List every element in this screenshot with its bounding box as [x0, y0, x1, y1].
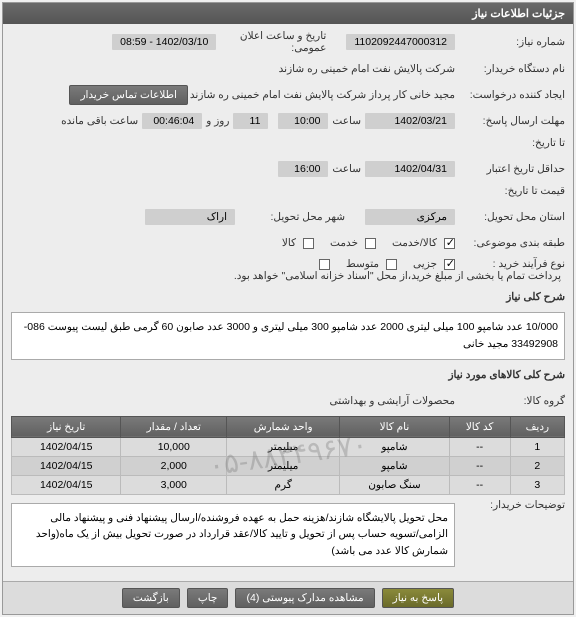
cat-goods-only: کالا — [282, 237, 296, 249]
goods-group-value: محصولات آرایشی و بهداشتی — [330, 395, 455, 407]
print-button[interactable]: چاپ — [187, 588, 229, 608]
creator-label: ایجاد کننده درخواست: — [455, 89, 565, 101]
panel-title: جزئیات اطلاعات نیاز — [3, 3, 573, 24]
pt-partial: جزیی — [413, 258, 437, 270]
table-cell: میلیمتر — [227, 456, 340, 475]
table-cell: شامپو — [340, 437, 449, 456]
description-box: 10/000 عدد شامپو 100 میلی لیتری 2000 عدد… — [11, 312, 565, 360]
checkbox-partial[interactable] — [444, 259, 455, 270]
table-cell: 2,000 — [121, 456, 227, 475]
announce-value: 1402/03/10 - 08:59 — [112, 34, 216, 50]
table-row: 1--شامپومیلیمتر10,0001402/04/15 — [12, 437, 565, 456]
checkbox-service[interactable] — [365, 238, 376, 249]
validity-suffix: قیمت تا تاریخ: — [455, 185, 565, 197]
province-label: استان محل تحویل: — [455, 211, 565, 223]
table-cell: میلیمتر — [227, 437, 340, 456]
cat-service: خدمت — [330, 237, 358, 249]
deadline-label: مهلت ارسال پاسخ: — [455, 115, 565, 127]
table-cell: گرم — [227, 475, 340, 494]
remaining-time: 00:46:04 — [142, 113, 202, 129]
goods-group-label: گروه کالا: — [455, 395, 565, 407]
contact-buyer-button[interactable]: اطلاعات تماس خریدار — [69, 85, 187, 105]
buyer-org-value: شرکت پالایش نفت امام خمینی ره شازند — [279, 63, 455, 75]
table-cell: -- — [449, 475, 510, 494]
respond-button[interactable]: پاسخ به نیاز — [382, 588, 454, 608]
deadline-date: 1402/03/21 — [365, 113, 455, 129]
table-header: واحد شمارش — [227, 416, 340, 437]
goods-label: شرح کلی کالاهای مورد نیاز — [405, 369, 565, 381]
pt-note: پرداخت تمام یا بخشی از مبلغ خرید،از محل … — [234, 270, 561, 282]
category-label: طبقه بندی موضوعی: — [455, 237, 565, 249]
checkbox-goods[interactable] — [303, 238, 314, 249]
table-cell: 10,000 — [121, 437, 227, 456]
creator-value: مجید خانی کار پرداز شرکت پالایش نفت امام… — [190, 89, 455, 101]
table-cell: -- — [449, 437, 510, 456]
deadline-time: 10:00 — [278, 113, 328, 129]
table-header: تاریخ نیاز — [12, 416, 121, 437]
table-cell: شامپو — [340, 456, 449, 475]
table-row: 2--شامپومیلیمتر2,0001402/04/15 — [12, 456, 565, 475]
validity-date: 1402/04/31 — [365, 161, 455, 177]
table-header: تعداد / مقدار — [121, 416, 227, 437]
table-cell: 1 — [510, 437, 564, 456]
table-header: کد کالا — [449, 416, 510, 437]
buyer-org-label: نام دستگاه خریدار: — [455, 63, 565, 75]
table-header: نام کالا — [340, 416, 449, 437]
table-cell: 2 — [510, 456, 564, 475]
days-value: 11 — [233, 113, 268, 129]
time-label-1: ساعت — [332, 115, 361, 127]
table-cell: -- — [449, 456, 510, 475]
table-cell: 3,000 — [121, 475, 227, 494]
purchase-type-label: نوع فرآیند خرید : — [455, 258, 565, 270]
table-cell: 1402/04/15 — [12, 456, 121, 475]
table-cell: سنگ صابون — [340, 475, 449, 494]
validity-label: حداقل تاریخ اعتبار — [455, 163, 565, 175]
remaining-label: ساعت باقی مانده — [61, 115, 138, 127]
city-label: شهر محل تحویل: — [235, 211, 345, 223]
items-table: ردیفکد کالانام کالاواحد شمارشتعداد / مقد… — [11, 416, 565, 495]
cat-goods-service: کالا/خدمت — [392, 237, 437, 249]
city-value: اراک — [145, 209, 235, 225]
province-value: مرکزی — [365, 209, 455, 225]
need-number-value: 1102092447000312 — [346, 34, 455, 50]
pt-medium: متوسط — [346, 258, 379, 270]
announce-label: تاریخ و ساعت اعلان عمومی: — [216, 30, 326, 54]
deadline-suffix: تا تاریخ: — [455, 137, 565, 149]
desc-label: شرح کلی نیاز — [455, 291, 565, 303]
need-number-label: شماره نیاز: — [455, 36, 565, 48]
buyer-notes-box: محل تحویل پالایشگاه شازند/هزینه حمل به ع… — [11, 503, 455, 567]
table-cell: 3 — [510, 475, 564, 494]
day-label: روز و — [206, 115, 229, 127]
attachments-button[interactable]: مشاهده مدارک پیوستی (4) — [235, 588, 374, 608]
table-cell: 1402/04/15 — [12, 475, 121, 494]
buyer-notes-label: توضیحات خریدار: — [455, 499, 565, 511]
checkbox-goods-service[interactable] — [444, 238, 455, 249]
checkbox-treasury[interactable] — [319, 259, 330, 270]
footer-buttons: پاسخ به نیاز مشاهده مدارک پیوستی (4) چاپ… — [3, 581, 573, 614]
back-button[interactable]: بازگشت — [122, 588, 180, 608]
table-header: ردیف — [510, 416, 564, 437]
checkbox-medium[interactable] — [386, 259, 397, 270]
validity-time: 16:00 — [278, 161, 328, 177]
time-label-2: ساعت — [332, 163, 361, 175]
table-row: 3--سنگ صابونگرم3,0001402/04/15 — [12, 475, 565, 494]
table-cell: 1402/04/15 — [12, 437, 121, 456]
